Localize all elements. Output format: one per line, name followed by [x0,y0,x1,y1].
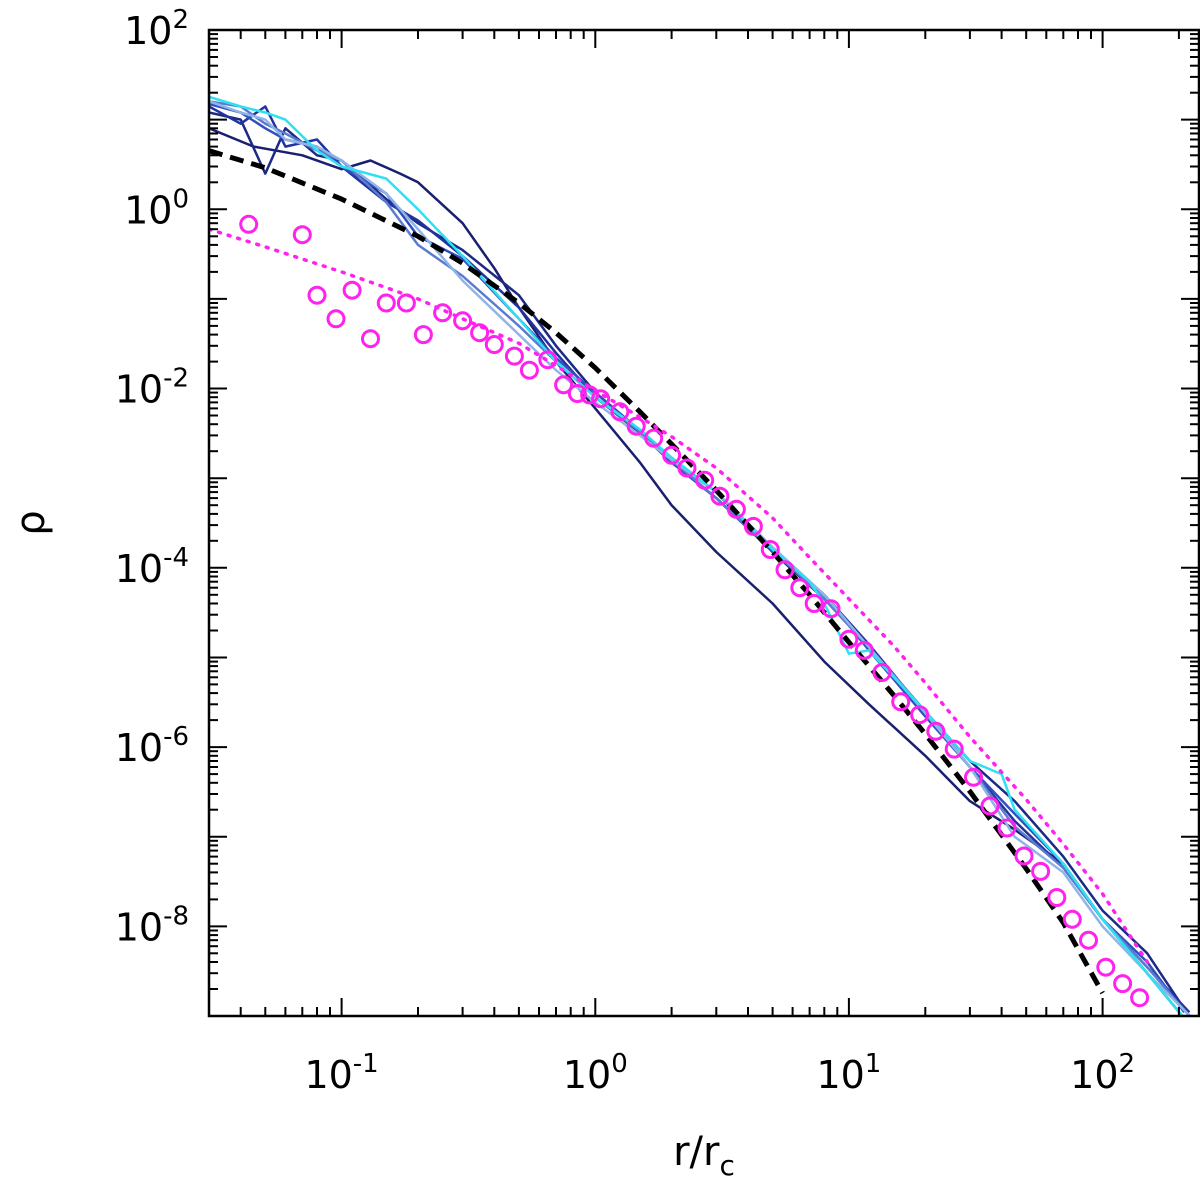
series-10-marker [307,285,327,305]
series-7-line [209,95,1184,1016]
y-tick-label-exponent: 0 [172,184,189,214]
series-10-marker [580,385,600,405]
series-10-marker [610,402,630,422]
series-10-marker [997,818,1017,838]
y-tick-label-base: 10 [115,368,163,412]
series-10-marker [519,360,539,380]
x-tick-label-exponent: -1 [353,1049,379,1079]
y-tick-label-base: 10 [115,905,163,949]
y-tick-label: 10-6 [115,722,189,770]
x-tick-label-base: 10 [304,1053,352,1097]
series-10-marker [342,280,362,300]
x-tick-label-exponent: 1 [865,1049,882,1079]
y-axis-title: ρ [8,510,54,535]
series-10-marker [413,325,433,345]
y-tick-label-exponent: 2 [172,5,189,35]
x-tick-label-base: 10 [816,1053,864,1097]
y-tick-label: 102 [124,5,189,53]
series-10-marker [484,335,504,354]
series-10-marker [1062,909,1082,929]
series-10-marker [453,311,473,331]
series-10-marker [591,389,611,409]
x-tick-label-exponent: 2 [1119,1049,1136,1079]
series-10-marker [726,499,746,519]
series-10-marker [292,225,312,245]
series-10-marker [872,663,892,682]
x-tick-label: 102 [1070,1049,1135,1097]
series-10-marker [376,293,396,313]
series-10-marker [944,739,964,759]
series-10-marker [743,516,763,536]
series-10-marker [891,692,911,712]
series-10-marker [760,540,780,559]
x-tick-label-base: 10 [1070,1053,1118,1097]
series-10-marker [567,384,587,403]
plot-frame [207,28,1200,1018]
series-10-marker [326,309,346,329]
y-tick-label: 10-8 [115,901,189,949]
series-10-marker [1130,988,1150,1008]
series-8-line [209,148,1105,995]
x-tick-label-exponent: 0 [611,1049,628,1079]
series-10-marker [910,705,930,725]
x-axis-title-sub: c [719,1149,734,1182]
series-10-marker [695,470,715,490]
x-axis-title-base: r/r [673,1129,720,1175]
series-10-marker [677,458,697,478]
series-10-marker [964,767,983,787]
series-layer [209,95,1192,1016]
tick-layer [208,29,1199,1017]
y-tick-label-exponent: -2 [163,364,189,394]
y-tick-label-base: 10 [124,188,172,232]
series-10-marker [1031,861,1051,881]
y-tick-label: 100 [124,184,189,232]
y-tick-label-exponent: -4 [163,543,189,573]
series-10-marker [470,323,490,343]
series-10-marker [554,375,574,395]
series-10-marker [662,445,682,465]
series-10-marker [980,796,1000,816]
series-10-marker [538,350,558,370]
y-tick-label-exponent: -6 [163,722,189,752]
series-10-marker [1047,888,1067,907]
series-10-marker [1079,930,1098,950]
y-tick-label-exponent: -8 [163,901,189,931]
series-10-marker [775,560,795,580]
x-axis-title: r/rc [673,1129,735,1182]
series-10-marker [1014,846,1034,866]
series-10-marker [839,629,859,649]
y-tick-label-base: 10 [115,726,163,770]
series-10-marker [239,214,259,234]
series-10-marker [1113,974,1133,994]
series-6-line [209,100,1192,1016]
series-10-marker [710,486,730,506]
series-10-marker [804,594,824,613]
x-tick-label: 10-1 [304,1049,378,1097]
series-10-marker [396,293,416,313]
x-tick-label: 101 [816,1049,881,1097]
series-10-marker [361,329,380,349]
y-tick-label: 10-2 [115,364,189,412]
series-10-marker [821,599,841,619]
y-tick-label-base: 10 [124,9,172,53]
series-10-marker [1096,957,1116,977]
y-tick-label: 10-4 [115,543,189,591]
x-tick-label: 100 [563,1049,628,1097]
series-10-marker [626,416,646,436]
series-10-marker [504,346,524,366]
series-10-marker [790,578,810,598]
y-tick-label-base: 10 [115,547,163,591]
series-10-marker [644,428,664,448]
series-9-line [209,227,1149,964]
series-10-marker [854,640,874,660]
series-10-marker [433,303,453,323]
x-tick-label-base: 10 [563,1053,611,1097]
series-10-marker [926,721,946,741]
